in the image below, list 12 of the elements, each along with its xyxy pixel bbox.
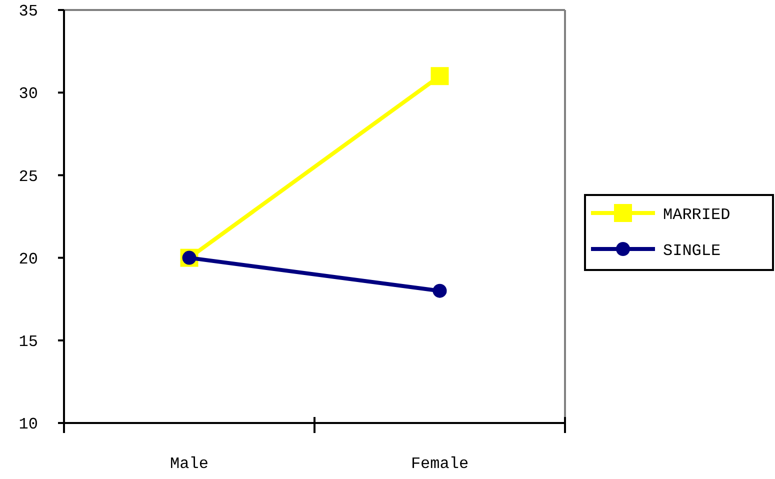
y-tick-label: 25 xyxy=(18,168,38,186)
point xyxy=(430,67,449,86)
y-tick-label: 30 xyxy=(18,85,38,104)
legend-label: SINGLE xyxy=(663,242,721,260)
point xyxy=(432,284,447,298)
legend-label: MARRIED xyxy=(663,206,730,224)
x-tick-label: Male xyxy=(170,455,208,473)
x-tick-label: Female xyxy=(410,455,469,473)
y-tick-label: 20 xyxy=(18,250,38,268)
y-tick-label: 15 xyxy=(18,333,38,351)
y-tick-label: 35 xyxy=(18,2,38,21)
y-tick-label: 10 xyxy=(18,416,38,434)
